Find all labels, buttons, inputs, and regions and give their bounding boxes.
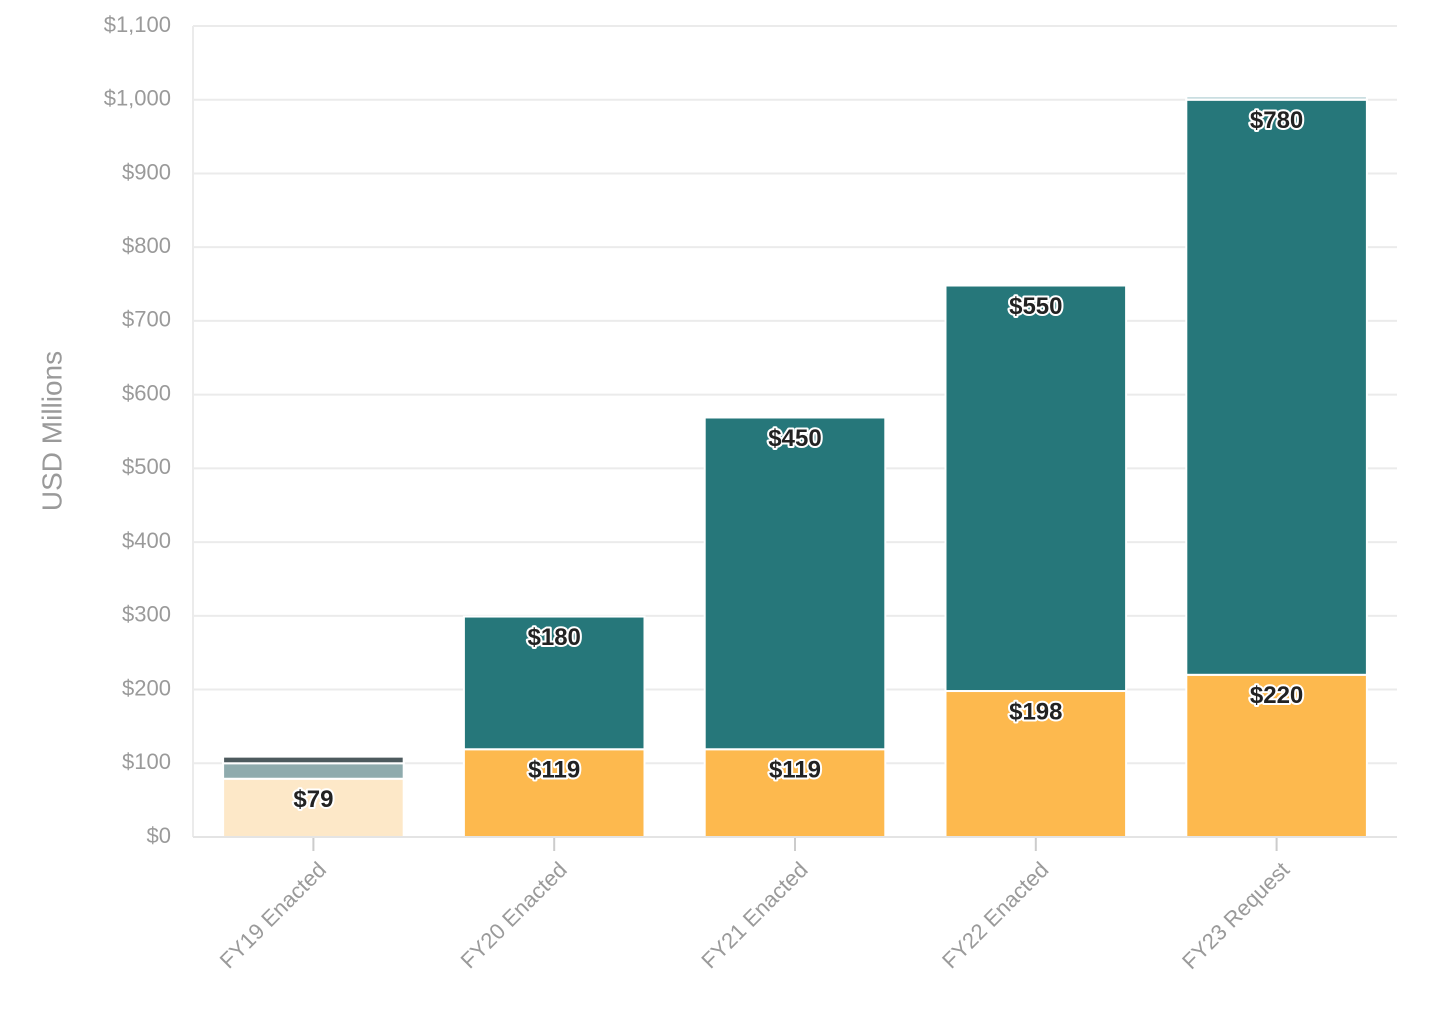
bar-segment xyxy=(222,777,405,838)
value-label: $79 xyxy=(293,786,333,813)
y-tick-label: $600 xyxy=(122,380,171,405)
value-label: $550 xyxy=(1009,293,1062,320)
y-tick-label: $1,100 xyxy=(104,12,171,37)
x-tick-label: FY19 Enacted xyxy=(215,857,331,973)
value-label: $450 xyxy=(768,425,821,452)
bar-segment xyxy=(944,284,1128,693)
bar-segment xyxy=(703,748,887,838)
y-tick-label: $400 xyxy=(122,528,171,553)
y-axis-label: USD Millions xyxy=(36,351,67,511)
y-tick-label: $300 xyxy=(122,602,171,627)
x-tick-label: FY21 Enacted xyxy=(696,857,812,973)
value-label: $119 xyxy=(769,757,821,784)
bar-segment xyxy=(462,615,646,751)
y-tick-label: $0 xyxy=(147,823,171,848)
value-label: $119 xyxy=(528,757,580,784)
value-label: $198 xyxy=(1009,698,1062,725)
bar-segment xyxy=(1185,95,1368,101)
y-tick-label: $200 xyxy=(122,675,171,700)
y-tick-label: $100 xyxy=(122,749,171,774)
value-label: $180 xyxy=(528,624,581,651)
x-tick-label: FY22 Enacted xyxy=(937,857,1053,973)
bar-segment xyxy=(1185,673,1368,838)
y-tick-label: $700 xyxy=(122,307,171,332)
y-tick-label: $900 xyxy=(122,159,171,184)
x-tick-label: FY23 Request xyxy=(1177,857,1294,974)
x-tick-label: FY20 Enacted xyxy=(456,857,572,973)
y-tick-label: $800 xyxy=(122,233,171,258)
bar-segment xyxy=(222,762,405,780)
value-label: $220 xyxy=(1250,682,1303,709)
value-label: $780 xyxy=(1250,107,1303,134)
bar-segment xyxy=(1185,98,1368,676)
bar-segment xyxy=(222,755,405,765)
y-tick-label: $1,000 xyxy=(104,86,171,111)
y-tick-label: $500 xyxy=(122,454,171,479)
bar-segment xyxy=(462,748,646,838)
bar-segment xyxy=(944,690,1128,839)
bar-segment xyxy=(703,416,887,751)
